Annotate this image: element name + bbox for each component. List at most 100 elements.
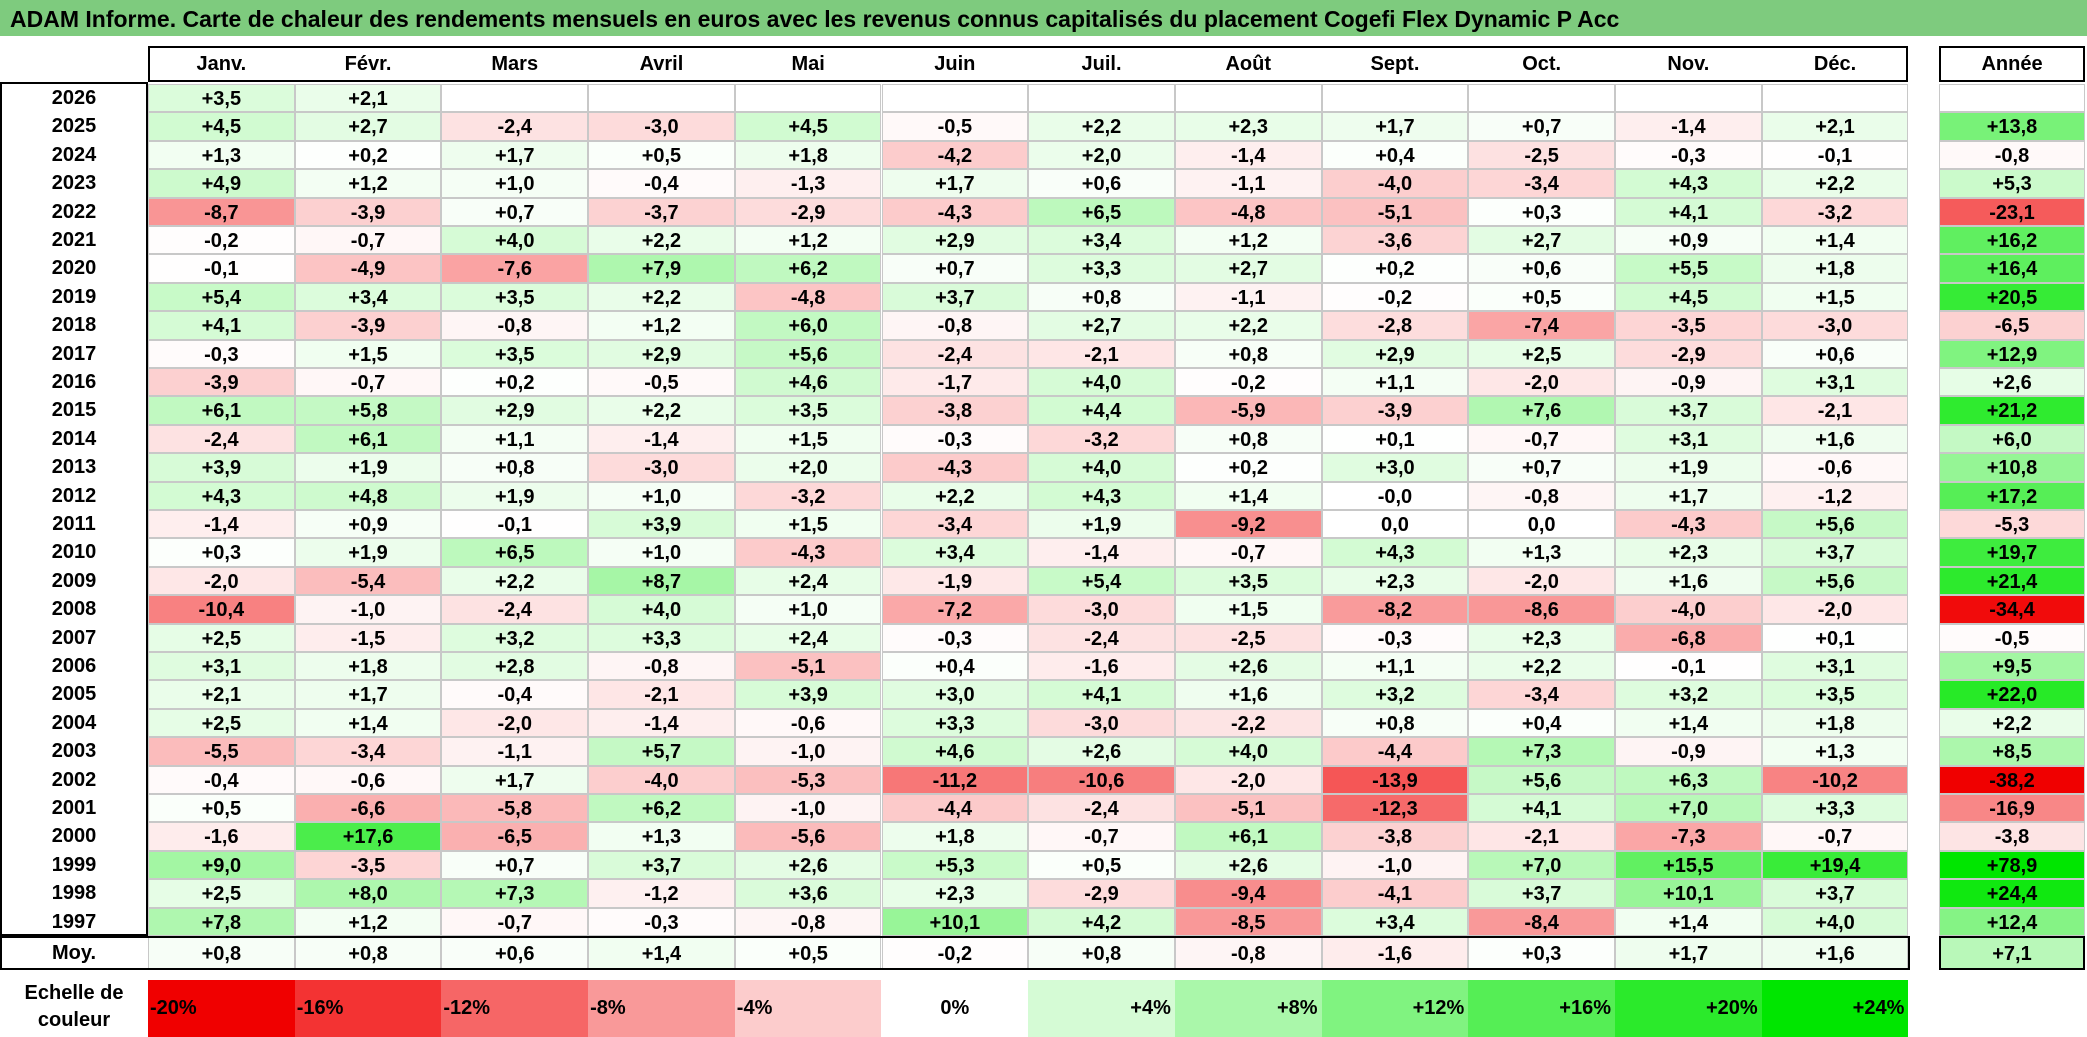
heatmap-cell: +2,7 [1028, 311, 1175, 340]
heatmap-cell: +7,8 [148, 907, 295, 936]
heatmap-cell: +6,5 [441, 538, 589, 567]
row-year-label: 2005 [0, 680, 148, 709]
row-year-label: 2010 [0, 538, 148, 567]
heatmap-cell: +0,1 [1321, 424, 1469, 454]
heatmap-cell: +0,5 [588, 140, 735, 170]
heatmap-cell: +5,6 [734, 339, 882, 368]
row-year-label: 2013 [0, 453, 148, 482]
heatmap-cell: +1,9 [1028, 510, 1175, 539]
heatmap-cell: -5,1 [734, 652, 882, 681]
heatmap-cell: +1,8 [294, 652, 442, 681]
heatmap-cell: -0,1 [1761, 140, 1909, 170]
heatmap-cell: -0,7 [294, 226, 442, 255]
heatmap-cell: +2,0 [734, 453, 882, 482]
heatmap-cell: -6,5 [441, 822, 589, 851]
heatmap-cell [734, 84, 882, 113]
heatmap-cell: -0,1 [1615, 652, 1762, 681]
heatmap-cell: +1,3 [1761, 737, 1909, 766]
heatmap-cell: +3,5 [441, 282, 589, 312]
heatmap-cell: -8,2 [1321, 595, 1469, 624]
heatmap-cell: +0,8 [1321, 708, 1469, 738]
heatmap-cell: +3,9 [734, 680, 882, 709]
row-year-label: 1999 [0, 850, 148, 880]
heatmap-cell: -2,2 [1174, 708, 1322, 738]
heatmap-cell: -0,3 [588, 907, 735, 936]
row-year-label: 2021 [0, 226, 148, 255]
column-header: Déc. [1761, 46, 1909, 82]
row-year-label: 2006 [0, 652, 148, 681]
heatmap-cell: +1,7 [441, 765, 589, 794]
heatmap-cell: +0,2 [294, 140, 442, 170]
heatmap-cell: -0,3 [881, 623, 1029, 652]
heatmap-cell: -1,0 [1321, 850, 1469, 880]
row-year-label: 2026 [0, 84, 148, 113]
heatmap-cell: +4,6 [881, 737, 1029, 766]
heatmap-cell: +3,5 [148, 84, 295, 113]
heatmap-cell: +17,6 [294, 822, 442, 851]
heatmap-cell: -3,5 [1615, 311, 1762, 340]
heatmap-cell: -1,0 [734, 737, 882, 766]
heatmap-cell: +3,4 [1028, 226, 1175, 255]
heatmap-cell: +6,3 [1615, 765, 1762, 794]
heatmap-cell: +10,1 [1615, 879, 1762, 908]
annual-cell: +21,2 [1939, 396, 2085, 425]
heatmap-cell: +5,6 [1761, 510, 1909, 539]
heatmap-cell: +4,5 [148, 112, 295, 141]
heatmap-cell: +0,7 [1468, 453, 1615, 482]
heatmap-cell: -4,2 [881, 140, 1029, 170]
heatmap-cell: +3,5 [1761, 680, 1909, 709]
heatmap-cell: -3,0 [1761, 311, 1909, 340]
annual-cell: +78,9 [1939, 850, 2085, 880]
heatmap-cell: +2,5 [148, 623, 295, 652]
heatmap-cell: +8,7 [588, 566, 735, 596]
heatmap-cell: -4,1 [1321, 879, 1469, 908]
heatmap-cell: -5,5 [148, 737, 295, 766]
heatmap-cell [1174, 84, 1322, 113]
heatmap-cell: -0,0 [1321, 481, 1469, 510]
heatmap-cell: +1,2 [1174, 226, 1322, 255]
heatmap-cell: +2,4 [734, 566, 882, 596]
heatmap-cell: +2,6 [1028, 737, 1175, 766]
heatmap-cell: +2,1 [294, 84, 442, 113]
heatmap-cell: -2,4 [441, 112, 589, 141]
heatmap-cell: +3,7 [1761, 538, 1909, 567]
heatmap-cell: -1,6 [148, 822, 295, 851]
heatmap-cell: +6,5 [1028, 197, 1175, 226]
heatmap-cell: +1,6 [1761, 424, 1909, 454]
row-year-label: 2019 [0, 282, 148, 312]
annual-header: Année [1939, 46, 2085, 82]
heatmap-cell: -0,3 [1321, 623, 1469, 652]
heatmap-cell: +2,2 [881, 481, 1029, 510]
legend-stop: -12% [441, 980, 589, 1037]
heatmap-cell: -0,2 [1174, 368, 1322, 397]
heatmap-cell: +1,8 [881, 822, 1029, 851]
heatmap-cell: -4,0 [1321, 169, 1469, 198]
heatmap-cell: +5,3 [881, 850, 1029, 880]
heatmap-cell: -2,0 [1761, 595, 1909, 624]
heatmap-cell: +0,5 [1028, 850, 1175, 880]
annual-cell: -6,5 [1939, 311, 2085, 340]
heatmap-cell: -1,4 [148, 510, 295, 539]
heatmap-cell: +2,9 [588, 339, 735, 368]
heatmap-cell: +1,1 [1321, 652, 1469, 681]
heatmap-cell [881, 84, 1029, 113]
heatmap-cell: +1,5 [1174, 595, 1322, 624]
heatmap-cell: +3,2 [441, 623, 589, 652]
heatmap-cell: +6,1 [1174, 822, 1322, 851]
heatmap-cell: +2,3 [1321, 566, 1469, 596]
row-year-label: 2022 [0, 197, 148, 226]
annual-cell: +16,4 [1939, 254, 2085, 283]
heatmap-cell: +15,5 [1615, 850, 1762, 880]
heatmap-cell: +0,7 [1468, 112, 1615, 141]
heatmap-cell: -2,4 [1028, 794, 1175, 823]
heatmap-cell: +7,9 [588, 254, 735, 283]
heatmap-cell: -0,9 [1615, 737, 1762, 766]
heatmap-cell: -6,8 [1615, 623, 1762, 652]
heatmap-cell: +0,8 [1174, 424, 1322, 454]
heatmap-cell: +3,2 [1615, 680, 1762, 709]
row-year-label: 2012 [0, 481, 148, 510]
legend-stop: +24% [1761, 980, 1909, 1037]
row-year-label: 2001 [0, 794, 148, 823]
heatmap-cell: +1,7 [441, 140, 589, 170]
heatmap-cell: -0,6 [734, 708, 882, 738]
